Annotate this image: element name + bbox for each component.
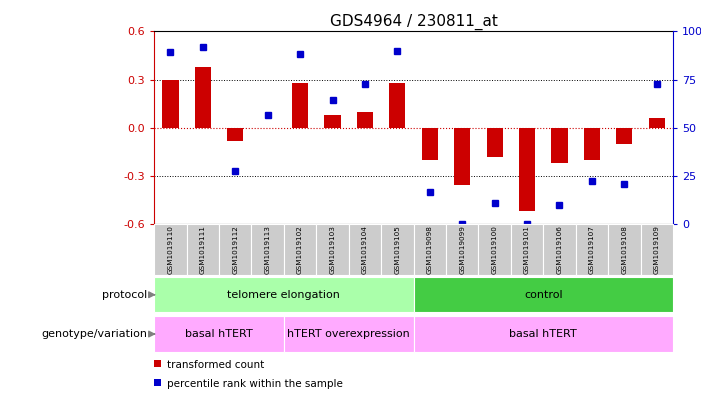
Text: GSM1019107: GSM1019107 [589, 226, 595, 274]
Bar [616, 128, 632, 144]
Text: GSM1019100: GSM1019100 [491, 226, 498, 274]
Bar [325, 115, 341, 128]
Title: GDS4964 / 230811_at: GDS4964 / 230811_at [329, 14, 498, 30]
Bar [414, 316, 673, 352]
Bar [519, 128, 535, 211]
Bar [381, 224, 414, 275]
Bar [641, 224, 673, 275]
Text: GSM1019111: GSM1019111 [200, 226, 206, 274]
Text: hTERT overexpression: hTERT overexpression [287, 329, 410, 339]
Bar [219, 224, 252, 275]
Bar [252, 224, 284, 275]
Bar [576, 224, 608, 275]
Text: transformed count: transformed count [167, 360, 264, 371]
Text: GSM1019103: GSM1019103 [329, 226, 336, 274]
Bar [486, 128, 503, 156]
Bar [422, 128, 438, 160]
Text: GSM1019105: GSM1019105 [395, 226, 400, 274]
Bar [186, 224, 219, 275]
Text: GSM1019113: GSM1019113 [265, 226, 271, 274]
Text: GSM1019112: GSM1019112 [232, 226, 238, 274]
Bar [292, 83, 308, 128]
Bar [284, 316, 414, 352]
Text: GSM1019106: GSM1019106 [557, 226, 562, 274]
Bar [284, 224, 316, 275]
Bar [454, 128, 470, 185]
Bar [446, 224, 478, 275]
Bar [316, 224, 348, 275]
Bar [348, 224, 381, 275]
Bar [163, 79, 179, 128]
Bar [357, 112, 373, 128]
Text: GSM1019109: GSM1019109 [654, 226, 660, 274]
Text: basal hTERT: basal hTERT [510, 329, 577, 339]
Text: GSM1019102: GSM1019102 [297, 226, 303, 274]
Bar [154, 316, 284, 352]
Bar [608, 224, 641, 275]
Text: GSM1019099: GSM1019099 [459, 226, 465, 274]
Text: percentile rank within the sample: percentile rank within the sample [167, 379, 343, 389]
Bar [584, 128, 600, 160]
Bar [154, 224, 186, 275]
Text: GSM1019101: GSM1019101 [524, 226, 530, 274]
Bar [414, 277, 673, 312]
Bar [389, 83, 405, 128]
Bar [552, 128, 568, 163]
Bar [227, 128, 243, 141]
Bar [543, 224, 576, 275]
Text: protocol: protocol [102, 290, 147, 300]
Text: GSM1019104: GSM1019104 [362, 226, 368, 274]
Bar [478, 224, 511, 275]
Bar [195, 67, 211, 128]
Bar [511, 224, 543, 275]
Bar [648, 118, 665, 128]
Text: GSM1019098: GSM1019098 [427, 226, 433, 274]
Text: telomere elongation: telomere elongation [227, 290, 341, 300]
Text: basal hTERT: basal hTERT [185, 329, 253, 339]
Text: control: control [524, 290, 563, 300]
Bar [154, 277, 414, 312]
Text: GSM1019108: GSM1019108 [621, 226, 627, 274]
Text: GSM1019110: GSM1019110 [168, 226, 173, 274]
Bar [414, 224, 446, 275]
Text: genotype/variation: genotype/variation [41, 329, 147, 339]
